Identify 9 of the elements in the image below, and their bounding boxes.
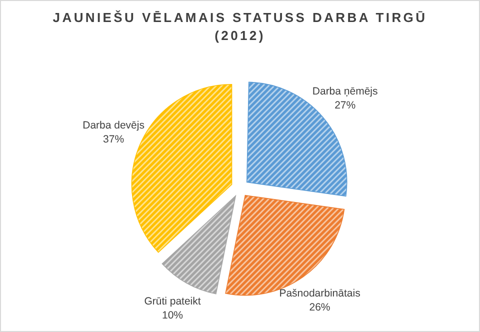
chart-title: JAUNIEŠU VĒLAMAIS STATUSS DARBA TIRGŪ (2012) bbox=[52, 10, 428, 43]
data-label: 10% bbox=[162, 309, 184, 322]
data-label: 27% bbox=[334, 100, 356, 112]
slice-label: Grūti pateikt bbox=[144, 295, 201, 308]
slice-label: Darba devējs bbox=[82, 120, 144, 132]
slice-label: Pašnodarbinātais bbox=[279, 288, 360, 300]
data-label: 26% bbox=[309, 302, 330, 314]
slice-label: Darba ņēmējs bbox=[312, 86, 378, 98]
data-label: 37% bbox=[103, 134, 124, 146]
